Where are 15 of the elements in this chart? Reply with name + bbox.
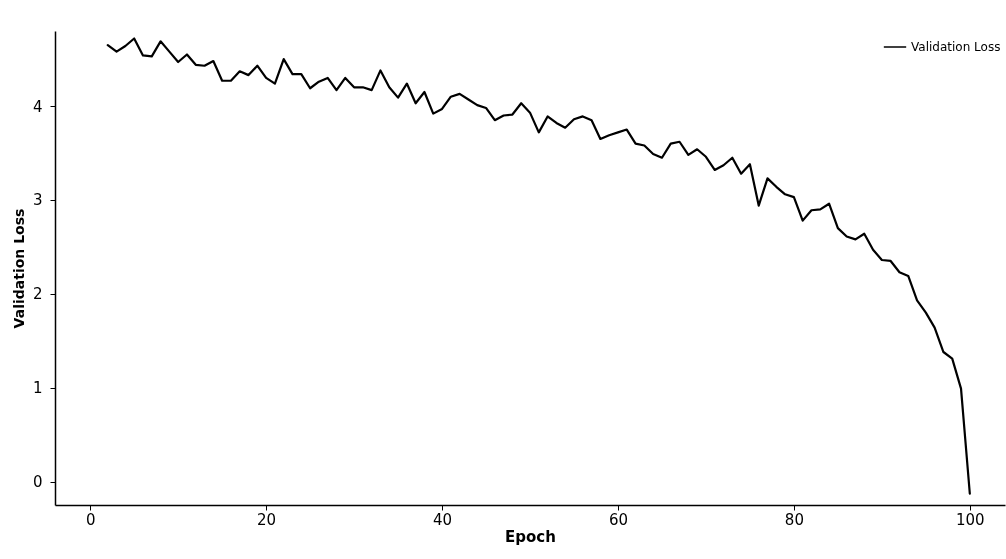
legend-label: Validation Loss: [911, 40, 1001, 54]
y-axis-title: Validation Loss: [10, 208, 27, 329]
x-tick-label: 0: [85, 510, 96, 529]
y-tick-label: 1: [32, 379, 43, 398]
y-tick-label: 4: [32, 97, 43, 116]
x-tick-label: 100: [955, 510, 985, 529]
line-series: [106, 37, 971, 495]
x-tick-label: 20: [257, 510, 277, 529]
y-tick-label: 0: [32, 473, 43, 492]
y-tick-label: 3: [32, 191, 43, 210]
x-tick-label: 80: [784, 510, 804, 529]
x-tick-label: 60: [608, 510, 629, 529]
x-axis-title: Epoch: [505, 527, 556, 546]
x-tick-label: 40: [432, 510, 453, 529]
y-tick-label: 2: [32, 285, 43, 304]
